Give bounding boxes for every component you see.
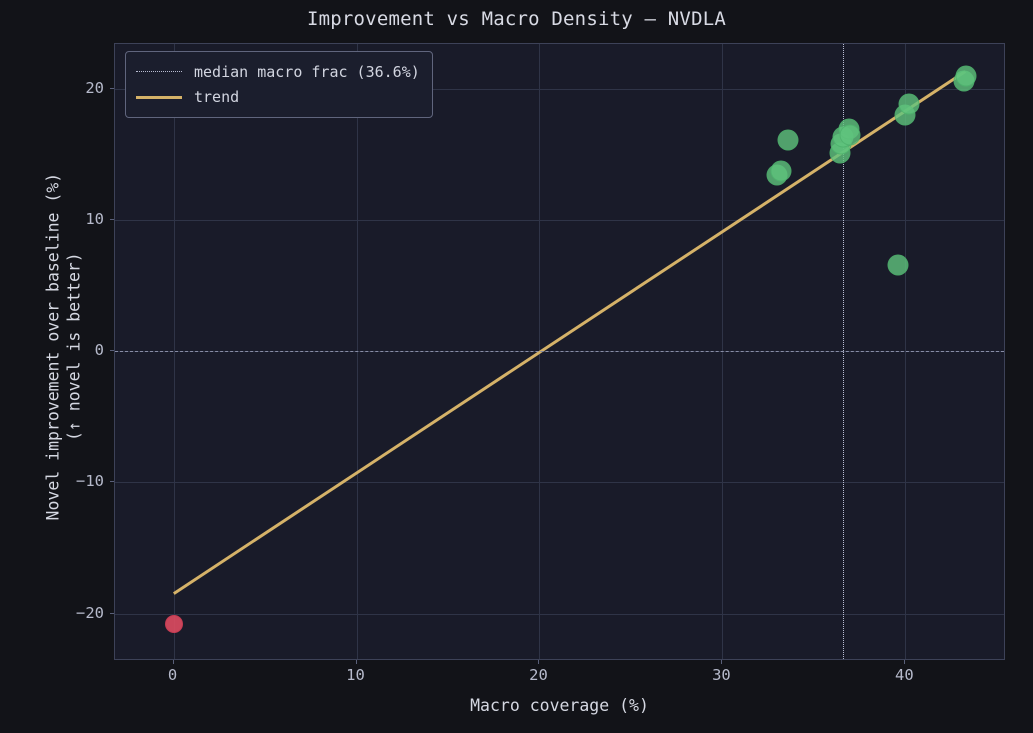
y-tick-label: 20 [85,78,104,97]
legend-swatch-dotted-icon [136,66,182,78]
y-tick-mark [110,350,114,352]
scatter-point [887,254,909,276]
legend-label: trend [194,87,240,106]
y-axis-label-line2: (↑ novel is better) [64,252,83,441]
scatter-point [955,65,977,86]
scatter-point [770,160,792,182]
y-axis-label: Novel improvement over baseline (%) (↑ n… [43,47,84,647]
y-tick-mark [110,87,114,89]
x-tick-label: 10 [346,666,365,684]
y-tick-mark [110,218,114,220]
scatter-point [164,615,183,634]
x-tick-mark [172,660,174,664]
y-tick-label: 10 [85,209,104,228]
x-tick-label: 40 [895,666,914,684]
chart-title: Improvement vs Macro Density — NVDLA [306,8,726,30]
gridline-horizontal [115,88,1004,90]
y-tick-label: −10 [76,472,104,491]
gridline-horizontal [115,219,1004,221]
y-axis-label-line1: Novel improvement over baseline (%) [43,172,63,521]
scatter-point [839,124,861,146]
x-axis-label: Macro coverage (%) [470,696,649,715]
x-tick-mark [904,660,906,664]
y-tick-mark [110,481,114,483]
y-tick-label: 0 [94,341,104,360]
x-tick-label: 30 [712,666,731,684]
y-tick-mark [110,612,114,614]
scatter-point [898,93,920,115]
x-tick-mark [538,660,540,664]
x-tick-mark [355,660,357,664]
y-tick-label: −20 [76,603,104,622]
zero-reference-line [115,351,1004,353]
legend-label: median macro frac (36.6%) [194,62,420,81]
median-macro-frac-line [843,44,845,659]
legend-item: median macro frac (36.6%) [136,59,420,84]
plot-area [114,43,1005,660]
x-tick-mark [721,660,723,664]
x-tick-label: 0 [167,666,178,684]
legend-item: trend [136,84,420,109]
legend-swatch-solid-icon [136,91,182,103]
gridline-horizontal [115,482,1004,484]
x-tick-label: 20 [529,666,548,684]
chart-legend: median macro frac (36.6%) trend [125,51,433,118]
gridline-horizontal [115,613,1004,615]
scatter-point [777,129,799,151]
